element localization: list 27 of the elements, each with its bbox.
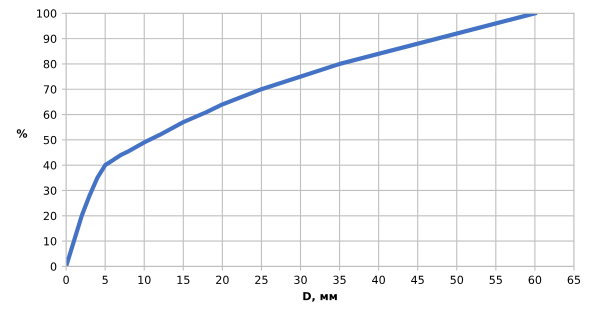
x-tick-label: 50 (450, 276, 464, 284)
y-tick-label: 20 (44, 212, 56, 220)
x-tick-label: 30 (294, 276, 307, 284)
x-tick-label: 35 (333, 276, 346, 284)
x-tick-label: 40 (372, 276, 385, 284)
x-tick-label: 15 (177, 276, 190, 284)
x-tick-label: 25 (255, 276, 268, 284)
x-tick-label: 60 (528, 276, 542, 284)
x-tick-label: 65 (568, 276, 580, 284)
x-tick-label: 45 (411, 276, 424, 284)
y-tick-label: 40 (43, 161, 56, 170)
x-tick-label: 10 (138, 276, 151, 284)
x-tick-label: 20 (216, 276, 229, 284)
y-tick-label: 50 (44, 136, 56, 144)
y-tick-label: 0 (50, 262, 56, 271)
y-tick-label: 100 (37, 9, 56, 18)
x-tick-label: 55 (490, 276, 502, 284)
y-tick-label: 90 (44, 34, 56, 44)
y-tick-label: 70 (44, 85, 56, 94)
x-tick-label: 5 (102, 276, 108, 284)
y-tick-label: 60 (44, 110, 56, 119)
x-tick-label: 0 (63, 276, 69, 284)
y-tick-label: 30 (44, 186, 56, 195)
x-axis-title: D, мм (303, 292, 337, 302)
y-axis-title: % (16, 129, 28, 138)
y-tick-label: 80 (44, 60, 56, 68)
y-tick-label: 10 (44, 237, 56, 246)
